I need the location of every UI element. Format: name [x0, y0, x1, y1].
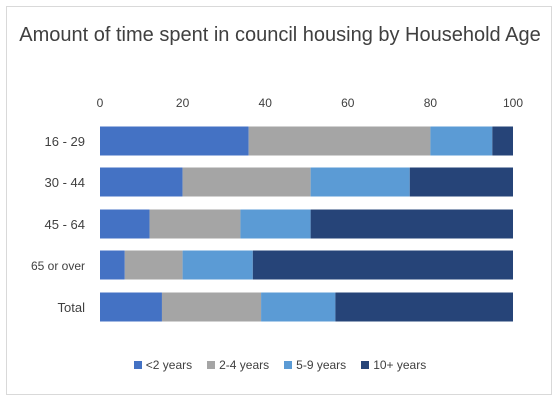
- bar-segment: [335, 292, 513, 322]
- legend-label: 2-4 years: [219, 358, 270, 372]
- legend-swatch: [133, 361, 142, 369]
- bar-segment: [100, 292, 162, 322]
- category-label: 16 - 29: [45, 134, 85, 149]
- bar-segment: [182, 250, 253, 280]
- chart-title: Amount of time spent in council housing …: [19, 24, 541, 46]
- legend-label: 10+ years: [373, 358, 427, 372]
- bar-segment: [100, 209, 150, 239]
- legend-swatch: [284, 361, 293, 369]
- bar-segment: [100, 167, 183, 197]
- legend-item: 5-9 years: [284, 358, 346, 372]
- bar-segment: [430, 126, 493, 156]
- legend-item: <2 years: [133, 358, 193, 372]
- bar-segment: [100, 126, 249, 156]
- chart-frame: [6, 6, 552, 395]
- bar-segment: [240, 209, 311, 239]
- legend-label: 5-9 years: [296, 358, 347, 372]
- category-label: 30 - 44: [45, 175, 85, 190]
- bar-segment: [161, 292, 262, 322]
- x-tick-label: 0: [97, 96, 104, 110]
- bar-segment: [310, 167, 410, 197]
- bar-segment: [310, 209, 513, 239]
- category-label: 65 or over: [31, 259, 85, 273]
- legend-swatch: [361, 361, 370, 369]
- legend-item: 10+ years: [361, 358, 426, 372]
- category-label: 45 - 64: [45, 217, 85, 232]
- bar-segment: [100, 250, 125, 280]
- x-tick-label: 60: [341, 96, 355, 110]
- legend-item: 2-4 years: [207, 358, 269, 372]
- x-tick-label: 20: [176, 96, 190, 110]
- category-label: Total: [58, 300, 86, 315]
- x-tick-label: 100: [503, 96, 523, 110]
- legend-label: <2 years: [145, 358, 193, 372]
- x-tick-label: 80: [424, 96, 438, 110]
- legend-swatch: [207, 361, 216, 369]
- bar-segment: [248, 126, 431, 156]
- x-tick-label: 40: [259, 96, 273, 110]
- bar-segment: [492, 126, 513, 156]
- bar-segment: [182, 167, 311, 197]
- bar-segment: [252, 250, 513, 280]
- chart-legend: <2 years 2-4 years 5-9 years 10+ years: [0, 358, 560, 372]
- bar-segment: [261, 292, 336, 322]
- bar-segment: [124, 250, 183, 280]
- bar-segment: [409, 167, 513, 197]
- bar-segment: [149, 209, 241, 239]
